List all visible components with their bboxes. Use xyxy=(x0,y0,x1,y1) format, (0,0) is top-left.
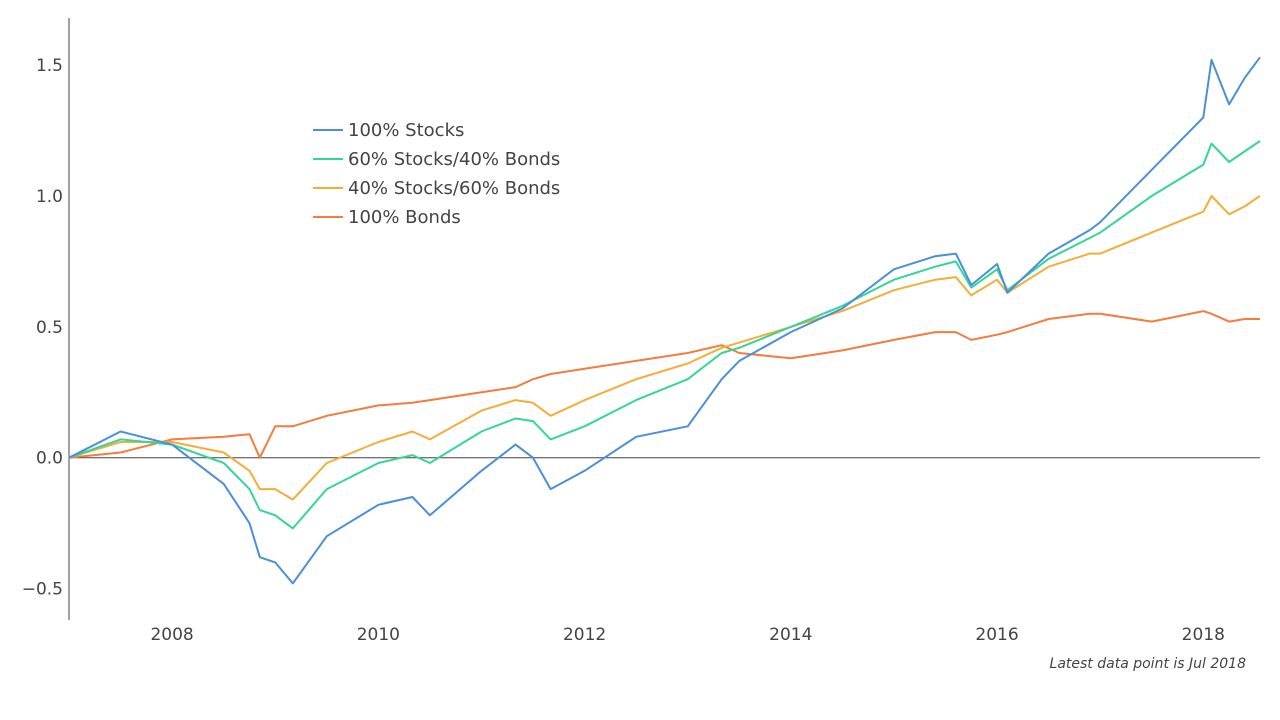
y-tick-label: 1.5 xyxy=(36,56,63,76)
y-tick-label: 0.0 xyxy=(36,449,63,469)
y-tick-label: 1.0 xyxy=(36,187,63,207)
series-line-40-stocks-60-bonds xyxy=(68,195,1261,501)
series-line-100-bonds xyxy=(68,310,1260,459)
legend-item[interactable]: 40% Stocks/60% Bonds xyxy=(313,178,560,199)
legend-label: 60% Stocks/40% Bonds xyxy=(348,149,560,170)
y-tick-label: −0.5 xyxy=(22,580,63,600)
legend-label: 40% Stocks/60% Bonds xyxy=(348,178,560,199)
series-line-100-stocks xyxy=(68,56,1261,585)
legend-item[interactable]: 60% Stocks/40% Bonds xyxy=(313,149,560,170)
x-tick-label: 2012 xyxy=(563,625,606,645)
chart-axes: −0.5 0.0 0.5 1.0 1.5 2008 2010 2012 2014 2016 2018 xyxy=(22,18,1260,645)
legend-label: 100% Stocks xyxy=(348,120,464,141)
x-tick-label: 2014 xyxy=(769,625,812,645)
y-tick-label: 0.5 xyxy=(36,318,63,338)
legend-item[interactable]: 100% Stocks xyxy=(313,120,464,141)
legend[interactable]: 100% Stocks 60% Stocks/40% Bonds 40% Stock… xyxy=(313,120,560,228)
legend-item[interactable]: 100% Bonds xyxy=(313,207,461,228)
x-tick-label: 2018 xyxy=(1182,625,1225,645)
series-layer xyxy=(68,56,1261,585)
legend-label: 100% Bonds xyxy=(348,207,461,228)
series-line-60-stocks-40-bonds xyxy=(68,140,1261,530)
x-tick-label: 2008 xyxy=(150,625,193,645)
latest-data-annotation: Latest data point is Jul 2018 xyxy=(1049,656,1246,672)
x-tick-label: 2016 xyxy=(975,625,1018,645)
x-tick-label: 2010 xyxy=(357,625,400,645)
